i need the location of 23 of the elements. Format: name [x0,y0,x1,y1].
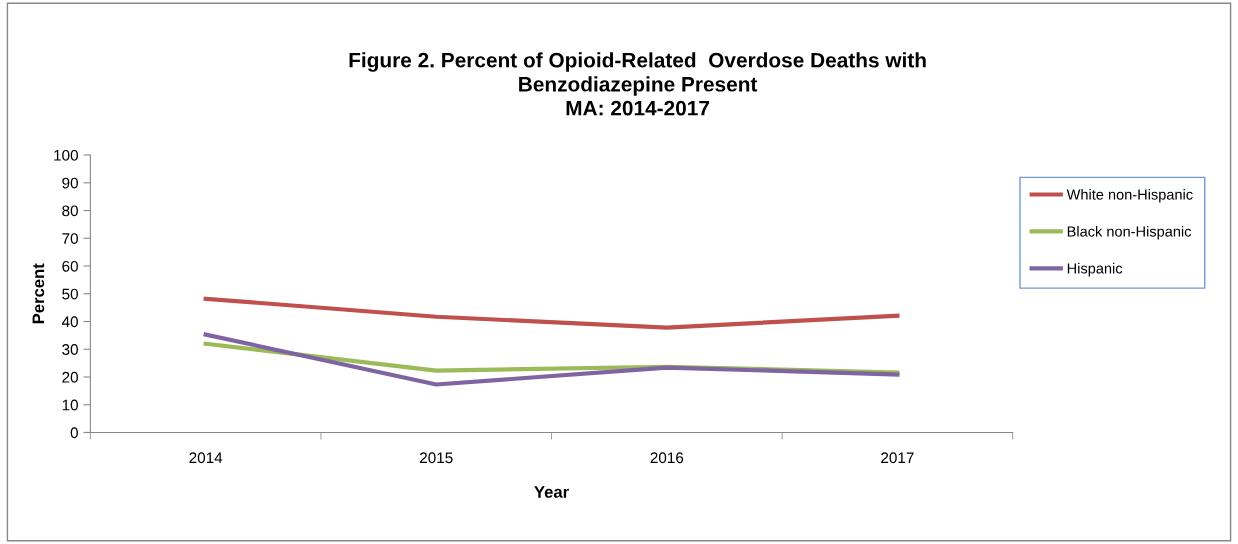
x-tick-label: 2016 [650,452,684,464]
legend-label: White non-Hispanic [1066,189,1193,203]
legend-label: Black non-Hispanic [1067,225,1192,240]
legend-label: Hispanic [1067,262,1123,277]
y-axis-title: Percent [32,263,45,324]
y-tick-label: 20 [62,371,78,383]
y-tick-label: 80 [62,205,78,217]
x-tick-label: 2017 [881,452,914,464]
y-tick-label: 60 [62,260,78,272]
y-tick-label: 40 [61,316,78,328]
chart-title: Figure 2. Percent of Opioid-Related Overdose Deaths with Benzodiazepine Present MA: 2014-2017 [349,52,926,116]
x-axis-title: Year [534,486,569,498]
y-tick-label: 10 [62,399,78,411]
line-series [203,296,900,330]
y-tick-label: 100 [54,149,78,161]
y-tick-label: 50 [62,288,78,300]
y-tick-label: 0 [70,427,78,439]
x-tick-label: 2015 [420,452,453,464]
y-tick-label: 90 [62,177,78,189]
x-tick-label: 2014 [189,452,223,464]
y-tick-label: 30 [62,344,78,355]
y-tick-label: 70 [62,233,78,244]
line-series [203,332,900,387]
